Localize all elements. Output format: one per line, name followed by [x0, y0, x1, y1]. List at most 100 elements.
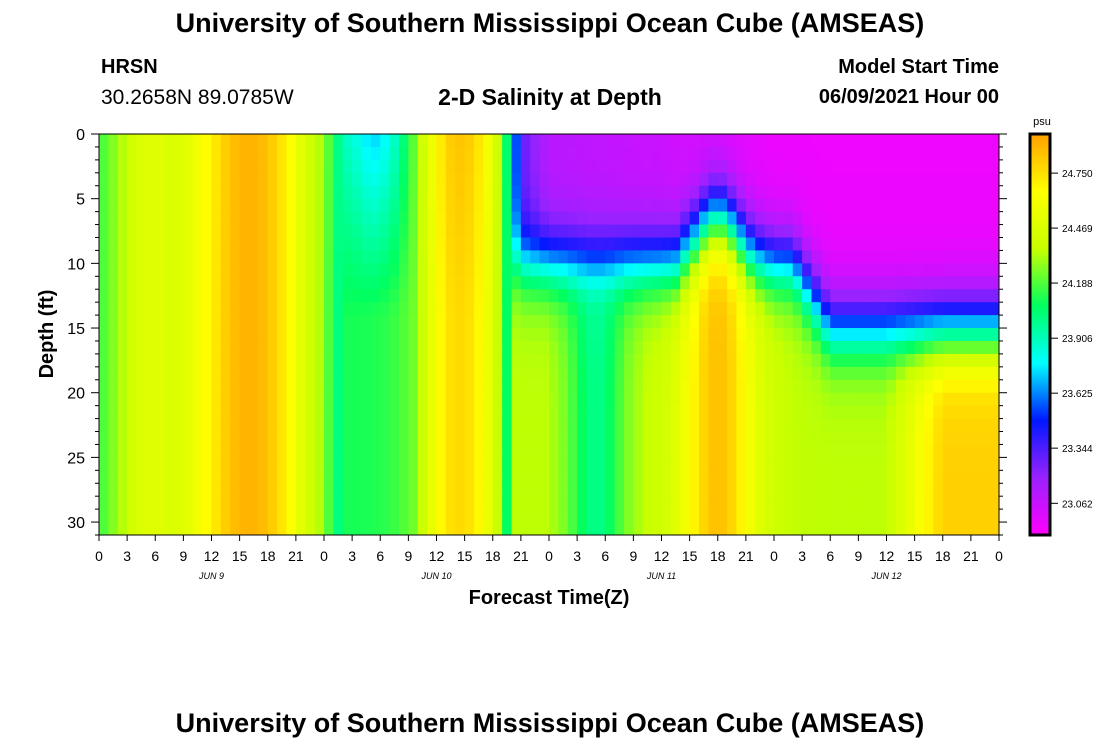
heatmap-cell: [286, 250, 297, 264]
heatmap-cell: [661, 431, 672, 446]
heatmap-cell: [670, 496, 681, 510]
heatmap-cell: [492, 146, 503, 161]
heatmap-cell: [905, 418, 916, 433]
heatmap-cell: [352, 289, 363, 303]
heatmap-cell: [408, 276, 419, 290]
heatmap-cell: [502, 224, 513, 239]
heatmap-cell: [314, 224, 325, 239]
x-tick-label: 3: [123, 548, 131, 564]
heatmap-cell: [436, 159, 447, 174]
heatmap-cell: [295, 483, 306, 497]
heatmap-cell: [858, 159, 869, 174]
heatmap-cell: [474, 224, 484, 239]
heatmap-cell: [417, 405, 428, 420]
heatmap-cell: [239, 379, 250, 394]
heatmap-cell: [286, 366, 297, 381]
heatmap-cell: [249, 353, 259, 368]
heatmap-cell: [258, 315, 269, 329]
heatmap-cell: [436, 146, 447, 161]
heatmap-cell: [239, 496, 250, 510]
heatmap-cell: [858, 198, 869, 213]
heatmap-cell: [699, 211, 709, 226]
heatmap-cell: [783, 315, 794, 329]
heatmap-cell: [708, 457, 719, 471]
heatmap-cell: [633, 496, 644, 510]
heatmap-cell: [895, 496, 906, 510]
heatmap-cell: [858, 379, 869, 394]
heatmap-cell: [408, 470, 419, 484]
heatmap-cell: [333, 353, 344, 368]
heatmap-cell: [117, 509, 128, 523]
heatmap-cell: [867, 522, 878, 535]
heatmap-cell: [586, 444, 597, 458]
heatmap-cell: [764, 263, 775, 277]
heatmap-cell: [136, 328, 147, 342]
heatmap-cell: [877, 134, 888, 148]
heatmap-cell: [492, 444, 503, 458]
heatmap-cell: [99, 522, 109, 535]
heatmap-cell: [933, 134, 944, 148]
heatmap-cell: [792, 263, 803, 277]
heatmap-cell: [455, 392, 466, 407]
heatmap-cell: [558, 315, 569, 329]
heatmap-cell: [417, 159, 428, 174]
heatmap-cell: [905, 237, 916, 252]
heatmap-cell: [924, 198, 934, 213]
heatmap-cell: [595, 405, 606, 420]
heatmap-cell: [258, 340, 269, 355]
heatmap-cell: [614, 457, 625, 471]
heatmap-cell: [520, 483, 531, 497]
heatmap-cell: [549, 224, 559, 239]
heatmap-cell: [839, 250, 850, 264]
heatmap-cell: [258, 496, 269, 510]
heatmap-cell: [511, 457, 522, 471]
heatmap-cell: [689, 522, 700, 535]
heatmap-cell: [99, 172, 109, 187]
heatmap-cell: [520, 276, 531, 290]
heatmap-cell: [417, 418, 428, 433]
heatmap-cell: [689, 340, 700, 355]
heatmap-cell: [745, 379, 756, 394]
heatmap-cell: [286, 289, 297, 303]
heatmap-cell: [942, 224, 953, 239]
colorbar-tick-label: 23.062: [1062, 499, 1093, 510]
heatmap-cell: [717, 328, 728, 342]
heatmap-cell: [455, 289, 466, 303]
heatmap-cell: [483, 405, 494, 420]
heatmap-cell: [239, 509, 250, 523]
heatmap-cell: [586, 134, 597, 148]
heatmap-cell: [370, 496, 381, 510]
heatmap-cell: [961, 146, 972, 161]
heatmap-cell: [464, 379, 475, 394]
heatmap-cell: [764, 134, 775, 148]
heatmap-cell: [333, 250, 344, 264]
heatmap-cell: [989, 276, 999, 290]
heatmap-cell: [961, 315, 972, 329]
heatmap-cell: [567, 224, 578, 239]
heatmap-cell: [464, 509, 475, 523]
heatmap-cell: [605, 457, 616, 471]
heatmap-cell: [914, 134, 925, 148]
heatmap-cell: [145, 418, 156, 433]
heatmap-cell: [886, 444, 897, 458]
heatmap-cell: [286, 457, 297, 471]
heatmap-cell: [314, 211, 325, 226]
heatmap-cell: [192, 250, 203, 264]
heatmap-cell: [914, 198, 925, 213]
heatmap-cell: [858, 392, 869, 407]
heatmap-cell: [530, 263, 541, 277]
heatmap-cell: [961, 276, 972, 290]
heatmap-cell: [183, 496, 194, 510]
heatmap-cell: [895, 146, 906, 161]
heatmap-cell: [258, 198, 269, 213]
heatmap-cell: [577, 392, 588, 407]
heatmap-cell: [783, 431, 794, 446]
heatmap-field: [99, 134, 999, 535]
heatmap-cell: [399, 224, 409, 239]
heatmap-cell: [670, 224, 681, 239]
heatmap-cell: [230, 172, 241, 187]
heatmap-cell: [699, 418, 709, 433]
heatmap-cell: [745, 134, 756, 148]
heatmap-cell: [136, 224, 147, 239]
heatmap-cell: [849, 302, 859, 316]
